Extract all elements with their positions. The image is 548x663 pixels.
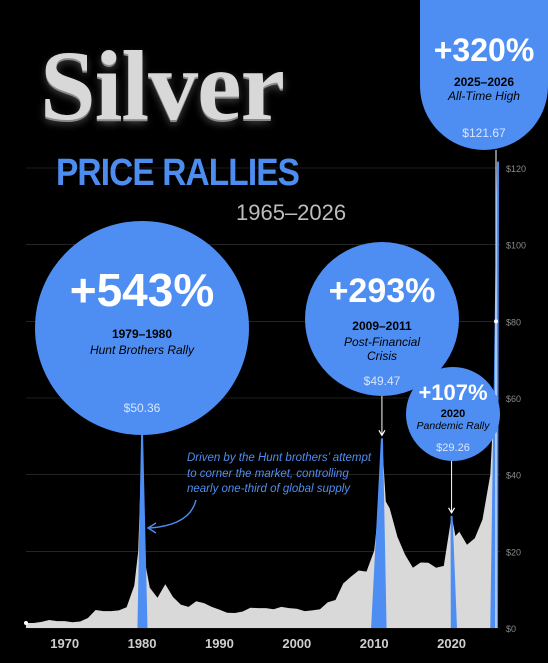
price-area-series xyxy=(24,161,499,628)
marker-dot xyxy=(494,319,498,324)
leader-arrowhead xyxy=(378,430,386,437)
x-tick-label: 1980 xyxy=(128,636,157,651)
x-tick-label: 2010 xyxy=(360,636,389,651)
rally-years: 2009–2011 xyxy=(352,319,412,333)
rally-years: 2025–2026 xyxy=(453,75,515,89)
rally-spike xyxy=(371,438,387,628)
annotation-arrow xyxy=(149,499,197,529)
x-axis: 1970 1980 1990 2000 2010 2020 xyxy=(50,636,466,651)
x-tick-label: 1970 xyxy=(50,636,79,651)
rally-percent: +320% xyxy=(433,32,535,68)
start-point xyxy=(24,621,28,626)
rally-label: Hunt Brothers Rally xyxy=(89,343,195,357)
rally-label: Post-Financial Crisis xyxy=(343,335,421,363)
y-tick-label: $20 xyxy=(506,547,521,557)
x-tick-label: 1990 xyxy=(205,636,234,651)
y-tick-label: $80 xyxy=(506,317,521,327)
rally-bubble-pandemic: +107% 2020 Pandemic Rally $29.26 xyxy=(406,367,500,461)
y-tick-label: $100 xyxy=(506,241,526,251)
rally-percent: +543% xyxy=(69,264,215,316)
y-tick-label: $40 xyxy=(506,471,521,481)
rally-peak-price: $49.47 xyxy=(363,374,401,388)
rally-label: All-Time High xyxy=(448,89,520,103)
y-tick-label: $60 xyxy=(506,394,521,404)
leader-arrowhead xyxy=(448,507,456,515)
rally-label: Pandemic Rally xyxy=(416,420,490,432)
y-tick-label: $120 xyxy=(506,164,526,174)
rally-bubble-all-time-high: +320% 2025–2026 All-Time High $121.67 xyxy=(420,0,548,150)
rally-spike xyxy=(450,515,457,628)
rally-peak-price: $29.26 xyxy=(436,442,470,454)
rally-spike xyxy=(137,434,148,628)
x-tick-label: 2000 xyxy=(282,636,311,651)
x-tick-label: 2020 xyxy=(437,636,466,651)
rally-years: 1979–1980 xyxy=(111,327,173,341)
rally-percent: +293% xyxy=(328,272,436,310)
rally-bubble-hunt-brothers: +543% 1979–1980 Hunt Brothers Rally $50.… xyxy=(35,221,249,435)
y-axis: $0 $20 $40 $60 $80 $100 $120 xyxy=(506,164,526,634)
page-subtitle: PRICE RALLIES xyxy=(56,152,300,194)
annotation-arrowhead xyxy=(146,522,157,534)
y-tick-label: $0 xyxy=(506,624,516,634)
rally-years: 2020 xyxy=(440,408,466,420)
hunt-brothers-annotation: Driven by the Hunt brothers’ attempt to … xyxy=(187,452,372,496)
rally-percent: +107% xyxy=(418,380,488,405)
rally-peak-price: $121.67 xyxy=(462,126,506,140)
page-title: Silver xyxy=(40,30,285,141)
date-range: 1965–2026 xyxy=(236,200,347,225)
rally-peak-price: $50.36 xyxy=(123,401,161,415)
